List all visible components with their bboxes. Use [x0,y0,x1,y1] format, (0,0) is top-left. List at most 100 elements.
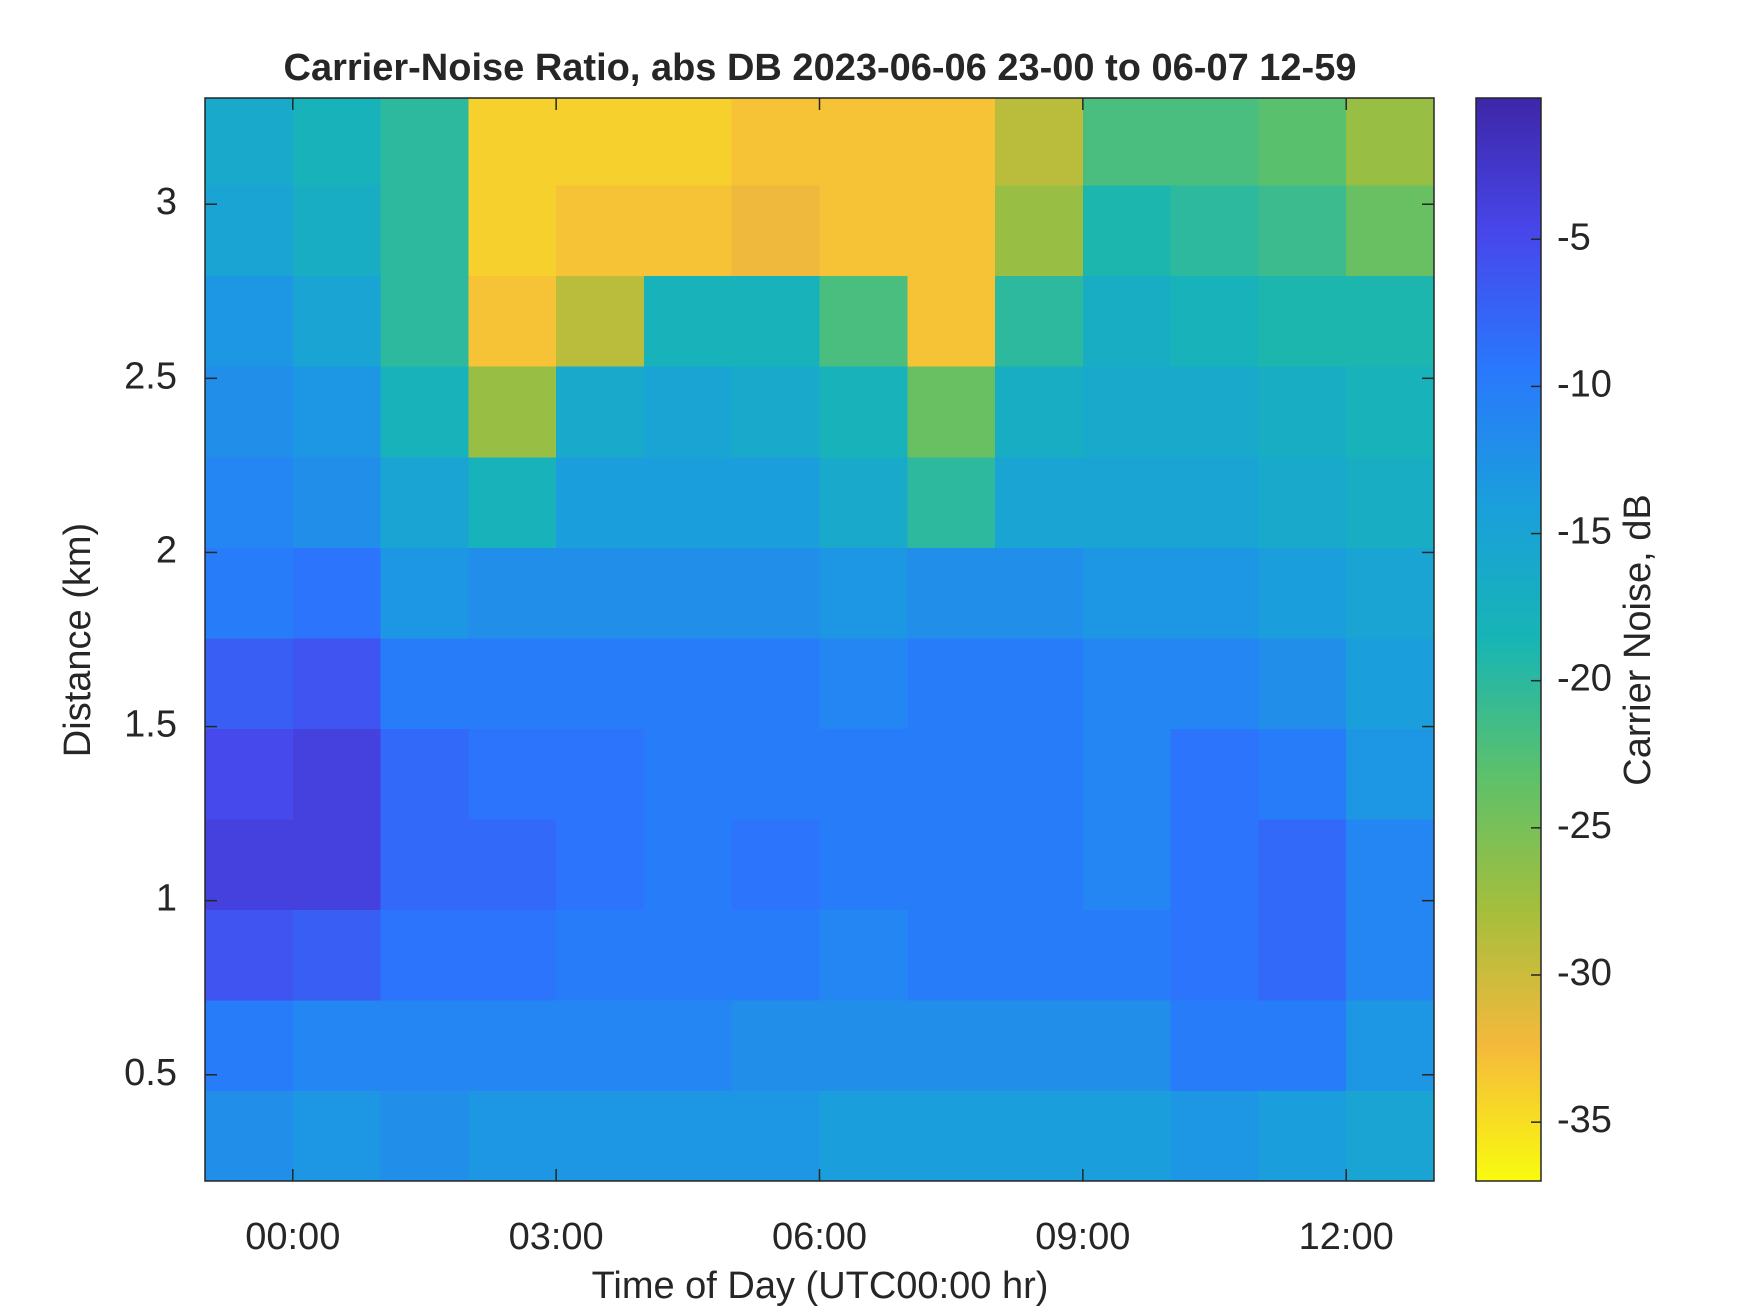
heat-cell [292,185,382,277]
heat-cell [1346,366,1435,458]
heat-cell [819,1090,908,1182]
heat-cell [292,999,382,1092]
heat-cell [643,999,733,1092]
heat-cell [1346,275,1435,367]
y-axis-label: Distance (km) [57,523,99,757]
heat-cell [1082,456,1172,548]
heat-cell [468,185,557,277]
heat-cell [819,728,908,820]
heat-cell [731,818,821,910]
heat-cell [643,728,733,820]
heat-cell [1346,1090,1435,1182]
heat-cell [468,456,557,548]
heat-cell [995,1090,1084,1182]
heat-cell [643,98,733,186]
heat-cell [1258,1090,1347,1182]
heat-cell [907,547,996,639]
heat-cell [1170,275,1260,367]
heat-cell [731,456,821,548]
heat-cell [556,1090,645,1182]
heat-cell [1346,185,1435,277]
heat-cell [556,999,645,1092]
chart-title: Carrier-Noise Ratio, abs DB 2023-06-06 2… [284,47,1357,89]
heat-cell [292,818,382,910]
heat-cell [1258,818,1347,910]
heat-cell [556,98,645,186]
heat-cell [468,275,557,367]
heat-cell [1082,818,1172,910]
heat-cell [1082,728,1172,820]
x-tick-label: 12:00 [1299,1216,1394,1258]
heat-cell [819,275,908,367]
heat-cell [643,366,733,458]
heat-cell [995,909,1084,1001]
heat-cell [907,999,996,1092]
heat-cell [995,275,1084,367]
heat-cell [292,275,382,367]
x-axis-label: Time of Day (UTC00:00 hr) [592,1265,1049,1307]
heat-cell [907,456,996,548]
y-tick-label: 1.5 [124,704,177,746]
heat-cell [731,547,821,639]
x-tick-label: 06:00 [772,1216,867,1258]
heat-cell [205,366,294,458]
heat-cell [292,456,382,548]
heat-cell [819,909,908,1001]
heat-cell [1170,999,1260,1092]
heat-cell [1082,547,1172,639]
heat-cell [1082,366,1172,458]
heat-cell [1082,637,1172,729]
heat-cell [468,98,557,186]
heat-cell [819,366,908,458]
heat-cell [556,818,645,910]
heat-cell [995,818,1084,910]
heat-cell [292,637,382,729]
heat-cell [907,1090,996,1182]
heat-cell [1170,547,1260,639]
heat-cell [380,818,469,910]
heat-cell [731,728,821,820]
heat-cell [380,547,469,639]
heat-cell [1170,637,1260,729]
heat-cell [907,818,996,910]
heat-cell [205,999,294,1092]
heat-cell [1170,185,1260,277]
heat-cell [556,185,645,277]
heat-cell [468,547,557,639]
colorbar-tick-label: -35 [1557,1099,1612,1141]
heat-cell [907,185,996,277]
heat-cell [731,999,821,1092]
heat-cell [556,547,645,639]
heat-cell [643,818,733,910]
heat-cell [643,185,733,277]
heat-cell [819,637,908,729]
heat-cell [995,185,1084,277]
heat-cell [819,818,908,910]
heat-cell [556,366,645,458]
heat-cell [643,456,733,548]
heat-cell [1258,275,1347,367]
heat-cell [1346,999,1435,1092]
heat-cell [380,909,469,1001]
heat-cell [1170,98,1260,186]
heat-cell [1170,1090,1260,1182]
heat-cell [643,547,733,639]
heat-cell [1346,637,1435,729]
heat-cell [731,909,821,1001]
heat-cell [292,728,382,820]
heat-cell [380,999,469,1092]
colorbar-tick-label: -5 [1557,216,1591,258]
heat-cell [907,366,996,458]
heat-cell [995,637,1084,729]
colorbar [1475,97,1542,1182]
x-tick-label: 09:00 [1035,1216,1130,1258]
heat-cell [1170,728,1260,820]
colorbar-tick-label: -20 [1557,658,1612,700]
heat-cell [1082,275,1172,367]
y-tick-label: 1 [156,878,177,920]
heat-cell [1346,818,1435,910]
heat-cell [556,728,645,820]
heat-cell [995,999,1084,1092]
heat-cell [1346,728,1435,820]
heat-cell [1170,456,1260,548]
